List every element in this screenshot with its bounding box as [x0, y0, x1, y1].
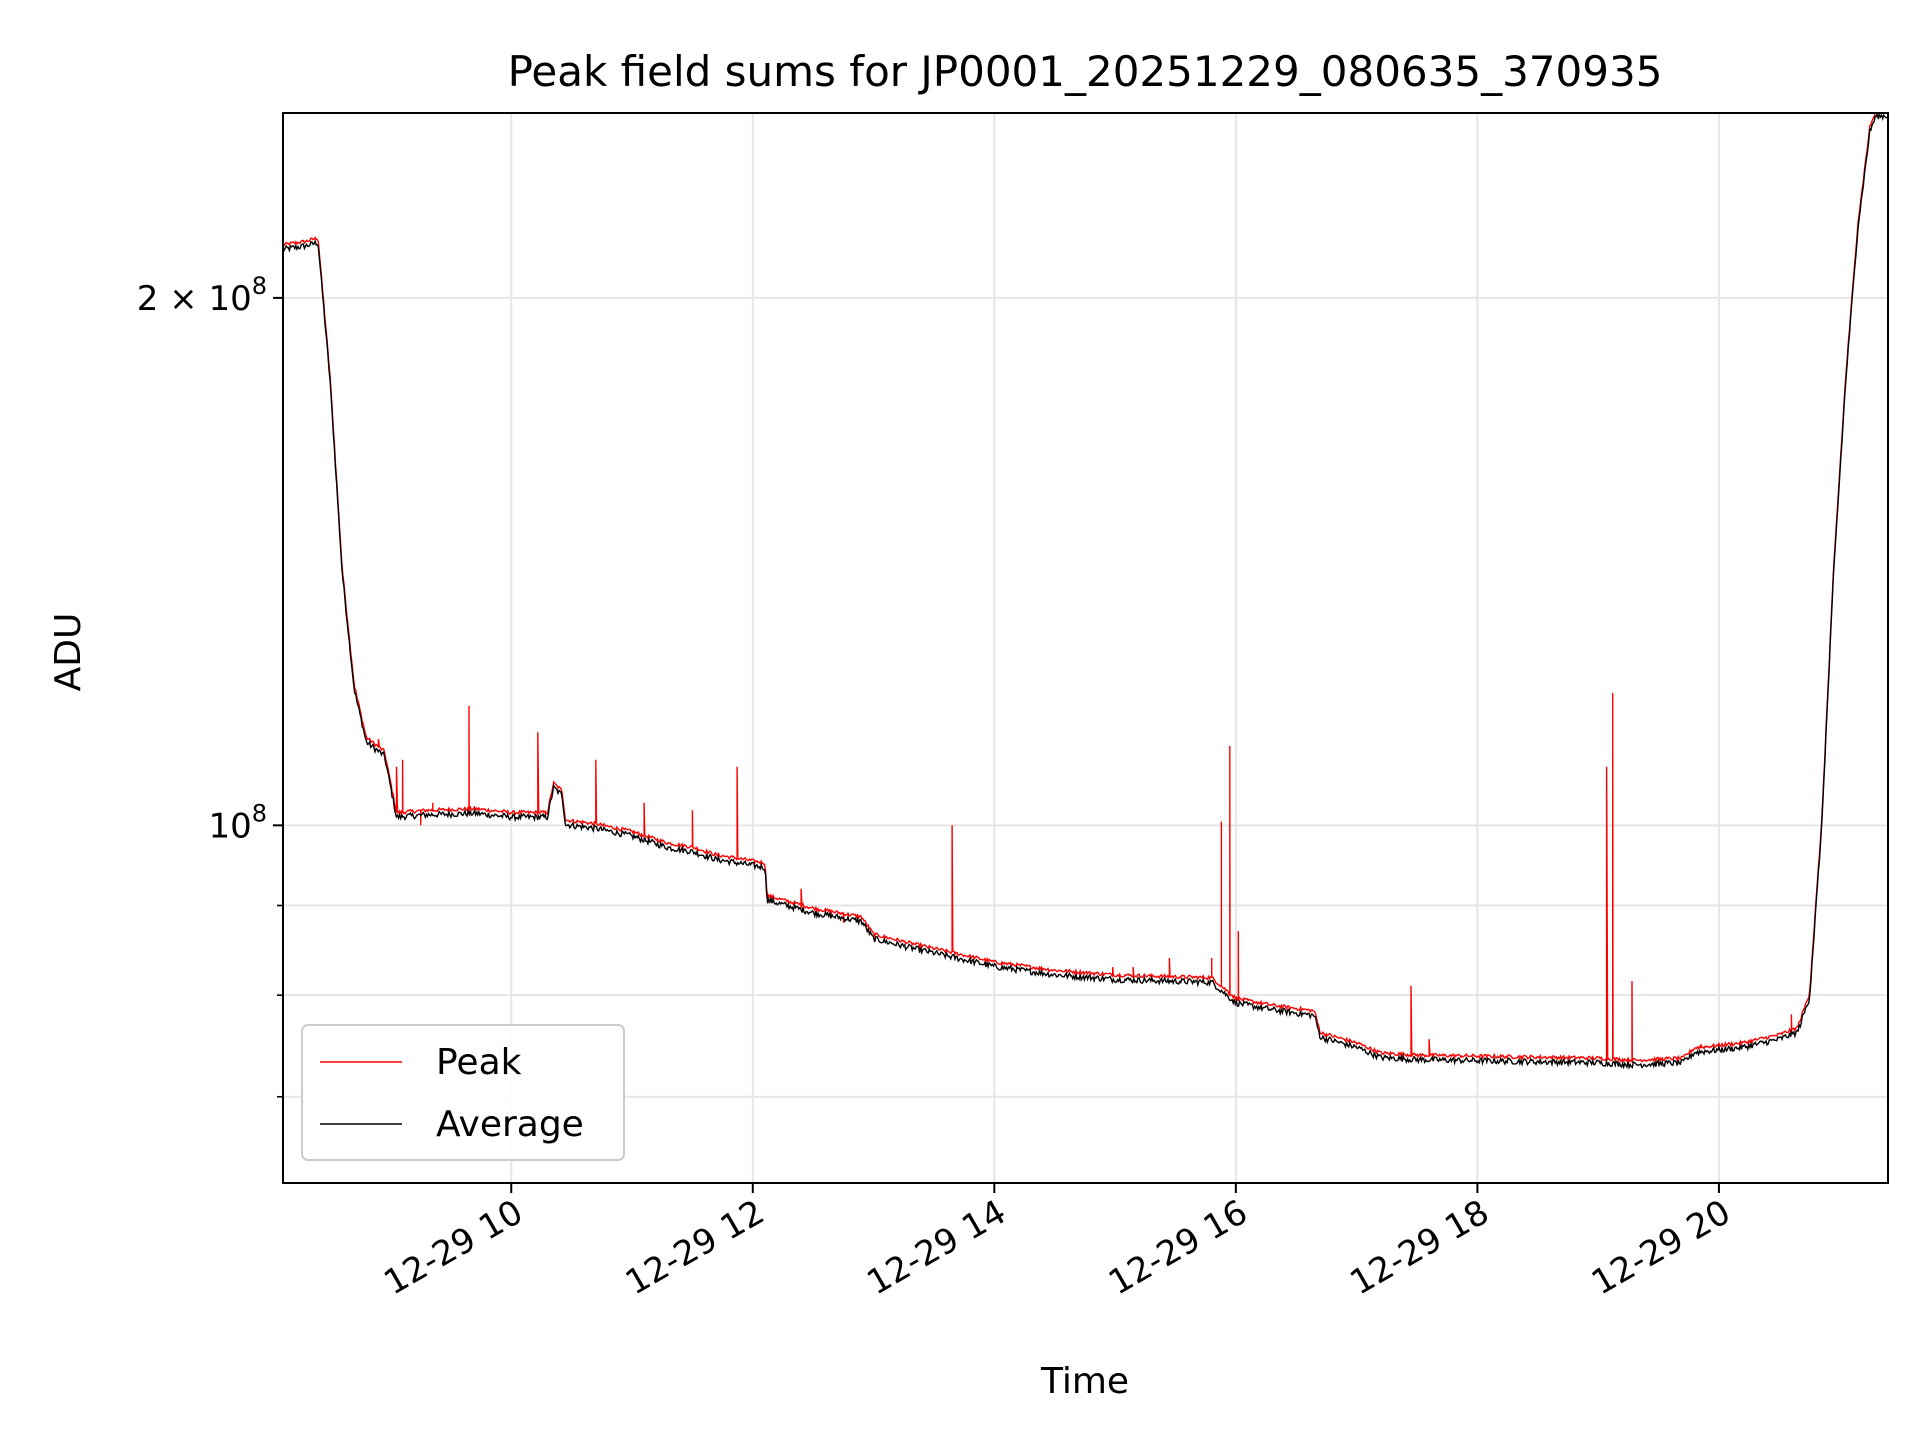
chart-title: Peak field sums for JP0001_20251229_0806…: [508, 47, 1663, 96]
x-tick-label: 12-29 16: [1102, 1192, 1254, 1303]
x-tick-label: 12-29 18: [1343, 1192, 1495, 1303]
y-tick-label: 2 × 108: [137, 272, 267, 319]
x-tick-label: 12-29 20: [1585, 1192, 1737, 1303]
legend-peak-label: Peak: [436, 1042, 522, 1083]
x-axis-ticks: 12-29 10 12-29 12 12-29 14 12-29 16 12-29 18…: [377, 1183, 1737, 1303]
x-tick-label: 12-29 12: [619, 1192, 771, 1303]
series-group: [282, 112, 1889, 1070]
series-average-line: [282, 112, 1889, 1070]
legend-box: [301, 1024, 625, 1161]
y-axis-ticks: 108 2 × 108: [137, 272, 283, 1098]
y-axis-label: ADU: [48, 613, 89, 692]
series-peak-line: [282, 112, 1888, 1064]
x-axis-label: Time: [1040, 1361, 1129, 1402]
plot-frame: [282, 112, 1889, 1184]
x-tick-label: 12-29 10: [377, 1192, 529, 1303]
legend: Peak Average: [301, 1024, 625, 1161]
legend-average-label: Average: [436, 1104, 584, 1145]
y-tick-label: 108: [208, 799, 267, 846]
grid: [283, 113, 1888, 1183]
x-tick-label: 12-29 14: [860, 1192, 1012, 1303]
